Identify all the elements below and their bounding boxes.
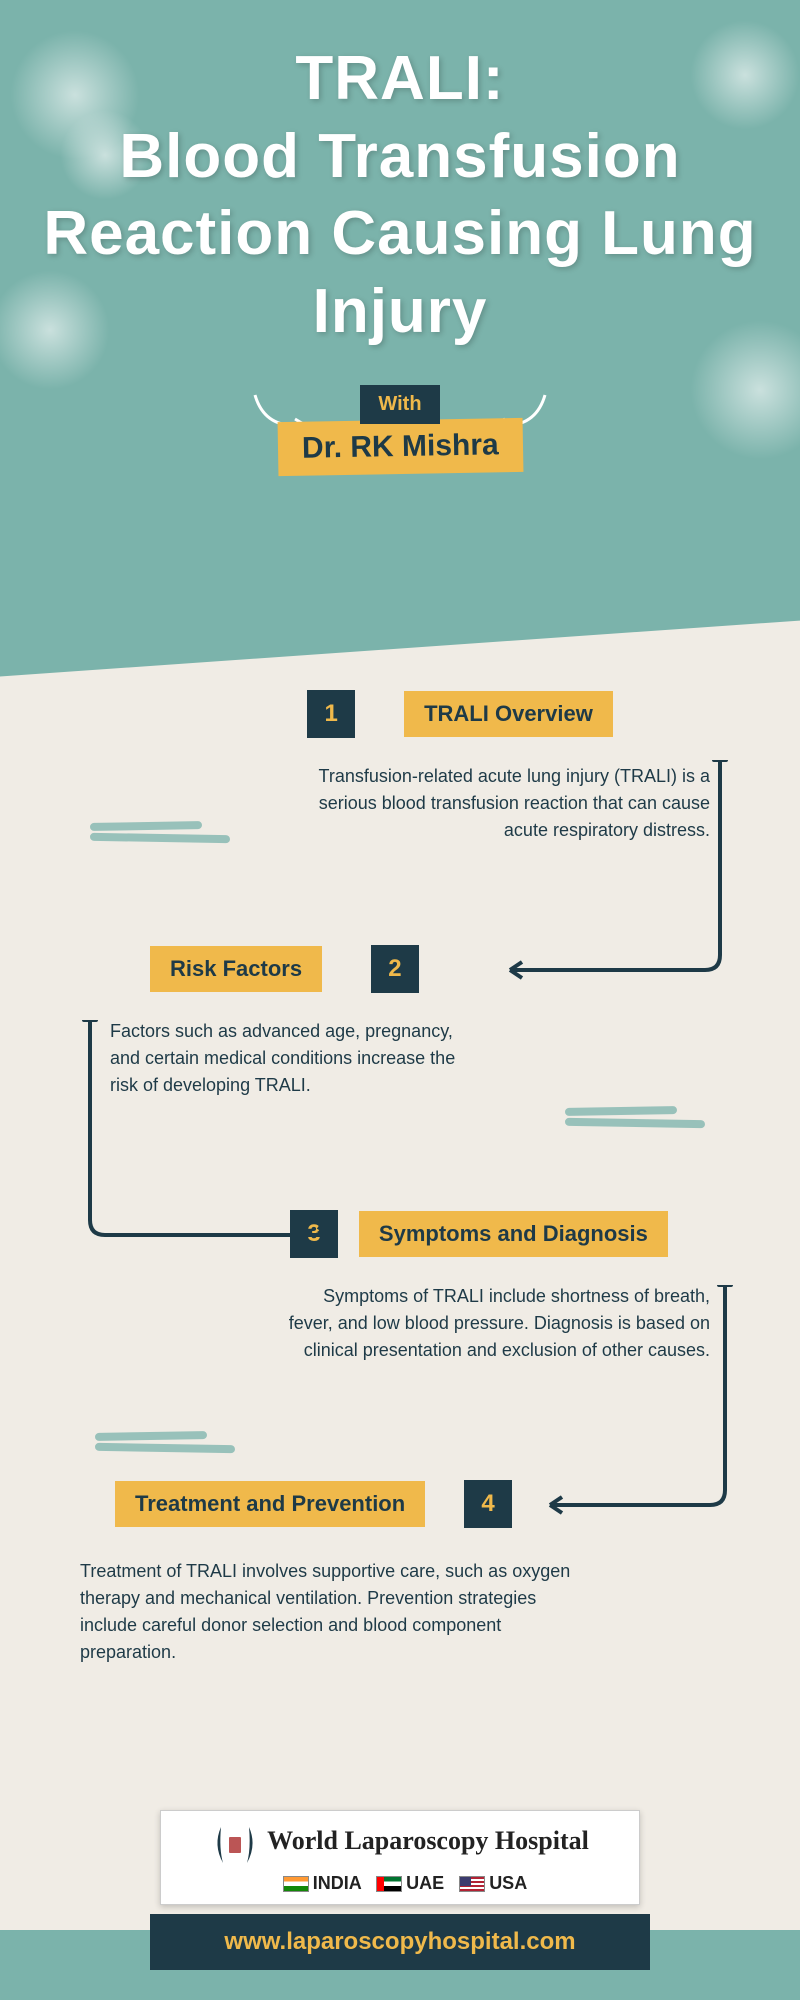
section-4-label: Treatment and Prevention [115, 1481, 425, 1527]
content-wrapper: TRALI: Blood Transfusion Reaction Causin… [0, 0, 800, 474]
country-uae: UAE [406, 1873, 444, 1893]
scribble-decoration [565, 1105, 705, 1131]
title-line1: TRALI: [295, 44, 504, 113]
country-usa: USA [489, 1873, 527, 1893]
section-3-label: Symptoms and Diagnosis [359, 1211, 668, 1257]
connector-2-3 [70, 1020, 350, 1250]
section-2-label: Risk Factors [150, 946, 322, 992]
scribble-decoration [90, 820, 230, 846]
author-block: With Dr. RK Mishra [0, 385, 800, 474]
website-url[interactable]: www.laparoscopyhospital.com [150, 1914, 650, 1970]
section-1-number: 1 [307, 690, 355, 738]
flag-usa-icon [459, 1876, 485, 1892]
section-2-number: 2 [371, 945, 419, 993]
hospital-countries: INDIA UAE USA [175, 1873, 625, 1894]
section-1-label: TRALI Overview [404, 691, 613, 737]
section-4-number: 4 [464, 1480, 512, 1528]
hospital-logo-box: World Laparoscopy Hospital INDIA UAE USA [160, 1810, 640, 1905]
hospital-name: World Laparoscopy Hospital [267, 1826, 589, 1855]
laurel-icon [211, 1821, 259, 1869]
flag-india-icon [283, 1876, 309, 1892]
connector-1-2 [480, 760, 740, 990]
with-badge: With [360, 385, 439, 424]
title-rest: Blood Transfusion Reaction Causing Lung … [43, 122, 756, 346]
page-title: TRALI: Blood Transfusion Reaction Causin… [0, 0, 800, 360]
flag-uae-icon [376, 1876, 402, 1892]
section-4-body: Treatment of TRALI involves supportive c… [80, 1558, 580, 1666]
author-badge: Dr. RK Mishra [277, 418, 523, 476]
scribble-decoration [95, 1430, 235, 1456]
country-india: INDIA [313, 1873, 361, 1893]
connector-3-4 [520, 1285, 750, 1525]
